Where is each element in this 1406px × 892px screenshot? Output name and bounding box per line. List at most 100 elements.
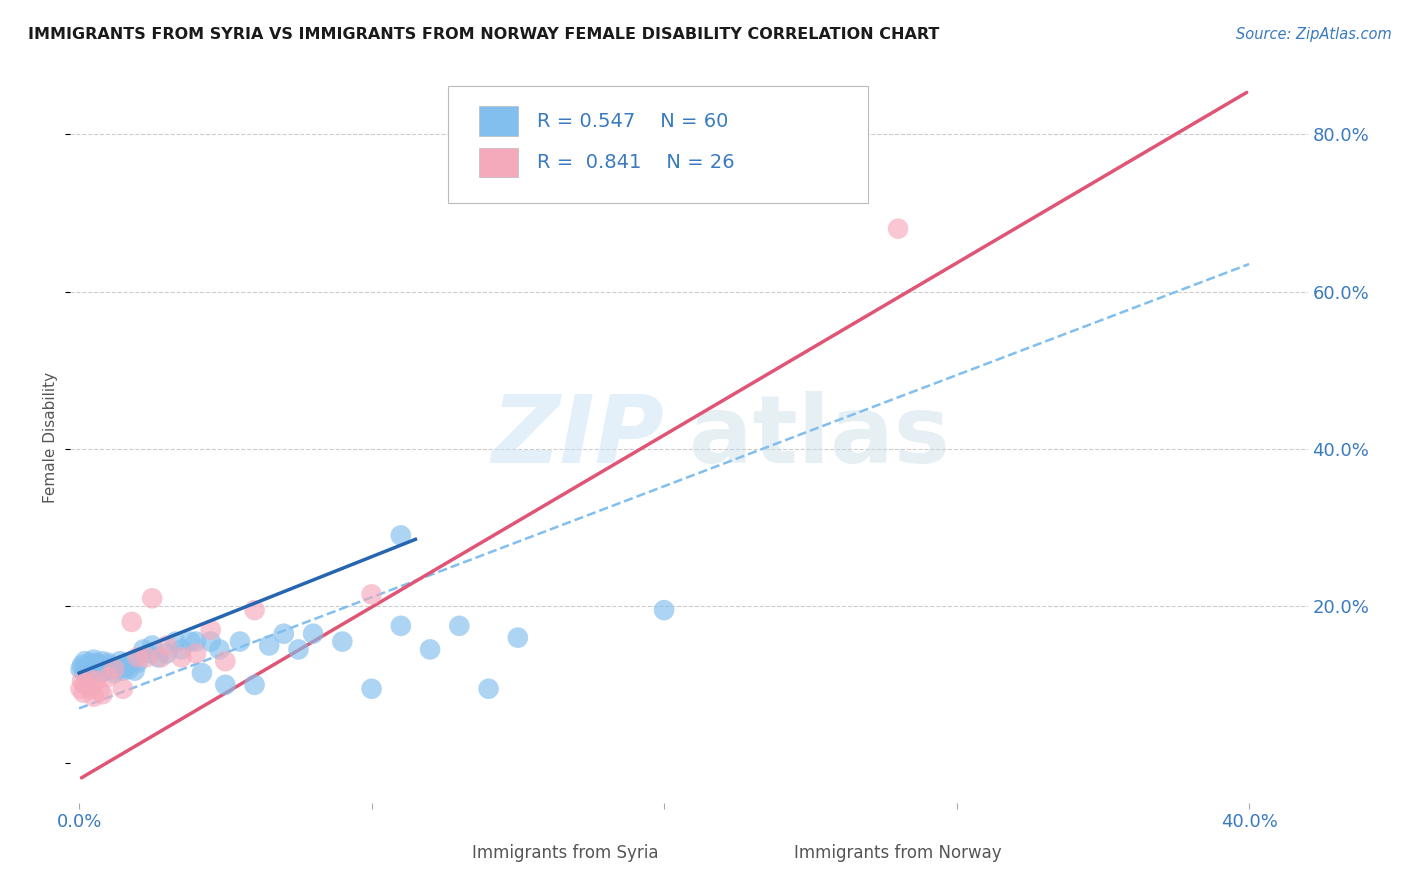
Point	[73, 654, 96, 668]
Point	[170, 642, 193, 657]
Point	[76, 660, 98, 674]
Point	[86, 656, 108, 670]
Point	[302, 626, 325, 640]
Text: Source: ZipAtlas.com: Source: ZipAtlas.com	[1236, 27, 1392, 42]
Point	[83, 662, 105, 676]
Text: Immigrants from Norway: Immigrants from Norway	[794, 844, 1001, 862]
Point	[91, 654, 114, 668]
Point	[100, 662, 122, 676]
Point	[229, 634, 252, 648]
Point	[124, 664, 146, 678]
Point	[118, 662, 141, 676]
Point	[330, 634, 353, 648]
Point	[111, 658, 134, 673]
Point	[70, 658, 93, 673]
Point	[208, 642, 231, 657]
Point	[89, 658, 111, 673]
Point	[91, 687, 114, 701]
Point	[141, 591, 163, 606]
Y-axis label: Female Disability: Female Disability	[44, 371, 59, 503]
FancyBboxPatch shape	[441, 846, 464, 860]
FancyBboxPatch shape	[763, 846, 786, 860]
Point	[360, 587, 382, 601]
Point	[287, 642, 309, 657]
Point	[200, 623, 222, 637]
Text: Immigrants from Syria: Immigrants from Syria	[472, 844, 659, 862]
Text: ZIP: ZIP	[491, 391, 664, 483]
Point	[360, 681, 382, 696]
Point	[103, 666, 125, 681]
FancyBboxPatch shape	[447, 86, 869, 203]
Point	[89, 684, 111, 698]
Point	[214, 654, 236, 668]
Point	[156, 646, 179, 660]
Point	[72, 664, 94, 678]
Point	[887, 221, 910, 235]
Point	[79, 656, 101, 670]
Text: IMMIGRANTS FROM SYRIA VS IMMIGRANTS FROM NORWAY FEMALE DISABILITY CORRELATION CH: IMMIGRANTS FROM SYRIA VS IMMIGRANTS FROM…	[28, 27, 939, 42]
Point	[86, 673, 108, 688]
Point	[94, 660, 117, 674]
Point	[200, 634, 222, 648]
Point	[72, 686, 94, 700]
Point	[184, 634, 207, 648]
Point	[80, 665, 103, 679]
Point	[97, 670, 120, 684]
Point	[179, 634, 201, 648]
Point	[69, 681, 91, 696]
Point	[121, 615, 143, 629]
Point	[191, 666, 214, 681]
Point	[146, 650, 169, 665]
Point	[111, 664, 134, 678]
Point	[94, 664, 117, 678]
Point	[149, 650, 172, 665]
Point	[82, 658, 104, 673]
Point	[76, 672, 98, 686]
Point	[419, 642, 441, 657]
Point	[132, 642, 155, 657]
Text: R =  0.841    N = 26: R = 0.841 N = 26	[537, 153, 734, 172]
Point	[257, 639, 280, 653]
Point	[111, 681, 134, 696]
Point	[652, 603, 675, 617]
Point	[138, 646, 160, 660]
Point	[389, 528, 412, 542]
Point	[70, 673, 93, 688]
Point	[105, 660, 128, 674]
Point	[165, 634, 187, 648]
Point	[108, 654, 131, 668]
Point	[477, 681, 499, 696]
Text: atlas: atlas	[689, 391, 950, 483]
Point	[141, 639, 163, 653]
Point	[214, 678, 236, 692]
Point	[91, 662, 114, 676]
Point	[97, 656, 120, 670]
Point	[73, 678, 96, 692]
FancyBboxPatch shape	[478, 148, 519, 178]
Point	[389, 619, 412, 633]
Point	[127, 650, 149, 665]
FancyBboxPatch shape	[478, 106, 519, 136]
Point	[243, 603, 266, 617]
Point	[69, 662, 91, 676]
Point	[83, 690, 105, 704]
Point	[83, 653, 105, 667]
Point	[506, 631, 529, 645]
Point	[89, 666, 111, 681]
Point	[170, 650, 193, 665]
Point	[80, 681, 103, 696]
Point	[449, 619, 471, 633]
Point	[121, 654, 143, 668]
Point	[243, 678, 266, 692]
Point	[184, 646, 207, 660]
Point	[156, 639, 179, 653]
Point	[115, 660, 138, 674]
Point	[127, 656, 149, 670]
Text: R = 0.547    N = 60: R = 0.547 N = 60	[537, 112, 728, 130]
Point	[75, 666, 97, 681]
Point	[97, 658, 120, 673]
Point	[135, 650, 157, 665]
Point	[86, 664, 108, 678]
Point	[103, 662, 125, 676]
Point	[273, 626, 295, 640]
